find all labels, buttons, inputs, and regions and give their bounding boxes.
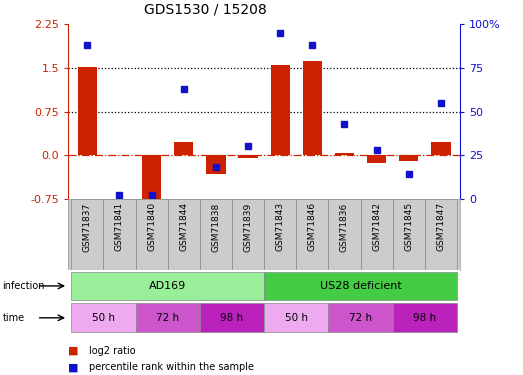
- Bar: [431, 142, 451, 155]
- Text: GSM71838: GSM71838: [211, 202, 220, 252]
- Text: GSM71839: GSM71839: [244, 202, 253, 252]
- Text: log2 ratio: log2 ratio: [89, 346, 135, 355]
- Text: time: time: [3, 313, 25, 323]
- Text: GSM71843: GSM71843: [276, 202, 285, 251]
- Bar: [174, 142, 194, 155]
- Bar: [393, 303, 457, 332]
- Bar: [328, 199, 360, 270]
- Text: 72 h: 72 h: [156, 313, 179, 323]
- Text: GSM71836: GSM71836: [340, 202, 349, 252]
- Text: GSM71845: GSM71845: [404, 202, 413, 251]
- Text: GSM71841: GSM71841: [115, 202, 124, 251]
- Text: 72 h: 72 h: [349, 313, 372, 323]
- Bar: [367, 155, 386, 163]
- Bar: [360, 199, 393, 270]
- Bar: [264, 303, 328, 332]
- Text: GSM71842: GSM71842: [372, 202, 381, 251]
- Text: 98 h: 98 h: [220, 313, 244, 323]
- Bar: [206, 155, 225, 174]
- Bar: [77, 67, 97, 155]
- Text: GSM71844: GSM71844: [179, 202, 188, 251]
- Text: AD169: AD169: [149, 281, 186, 291]
- Text: GSM71840: GSM71840: [147, 202, 156, 251]
- Text: 50 h: 50 h: [92, 313, 115, 323]
- Bar: [296, 199, 328, 270]
- Bar: [303, 61, 322, 155]
- Text: 98 h: 98 h: [413, 313, 436, 323]
- Bar: [71, 303, 135, 332]
- Text: 50 h: 50 h: [285, 313, 308, 323]
- Bar: [335, 153, 354, 155]
- Text: GDS1530 / 15208: GDS1530 / 15208: [144, 3, 267, 17]
- Text: infection: infection: [3, 281, 45, 291]
- Text: ■: ■: [68, 346, 78, 355]
- Bar: [238, 155, 258, 158]
- Bar: [71, 272, 264, 300]
- Text: US28 deficient: US28 deficient: [320, 281, 402, 291]
- Bar: [270, 65, 290, 155]
- Bar: [168, 199, 200, 270]
- Bar: [264, 199, 296, 270]
- Bar: [142, 155, 161, 205]
- Bar: [393, 199, 425, 270]
- Bar: [135, 199, 168, 270]
- Bar: [232, 199, 264, 270]
- Bar: [200, 303, 264, 332]
- Bar: [135, 303, 200, 332]
- Bar: [104, 199, 135, 270]
- Bar: [399, 155, 418, 161]
- Bar: [264, 272, 457, 300]
- Text: GSM71837: GSM71837: [83, 202, 92, 252]
- Bar: [425, 199, 457, 270]
- Bar: [328, 303, 393, 332]
- Text: GSM71846: GSM71846: [308, 202, 317, 251]
- Text: GSM71847: GSM71847: [437, 202, 446, 251]
- Text: ■: ■: [68, 363, 78, 372]
- Bar: [71, 199, 104, 270]
- Bar: [200, 199, 232, 270]
- Text: percentile rank within the sample: percentile rank within the sample: [89, 363, 254, 372]
